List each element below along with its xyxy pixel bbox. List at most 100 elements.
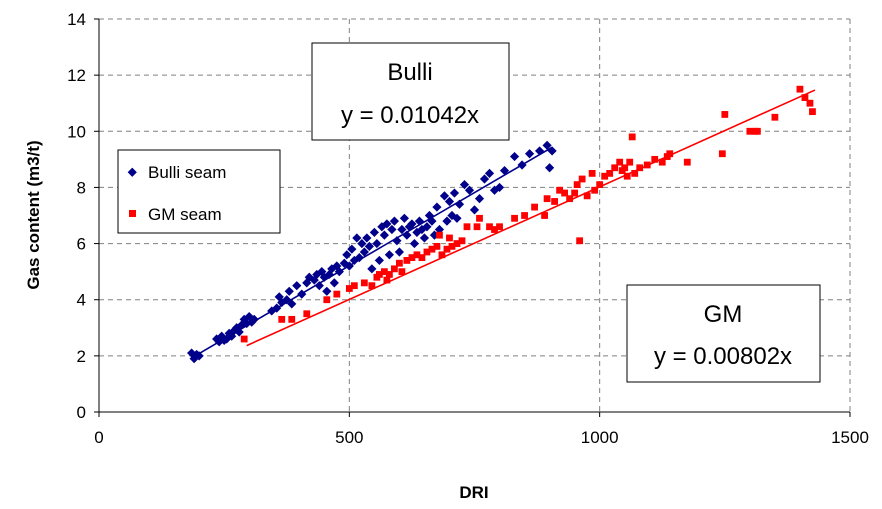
point-bulli-seam: [414, 216, 425, 226]
point-gm-seam: [448, 242, 456, 250]
point-bulli-seam: [524, 149, 535, 159]
point-bulli-seam: [392, 236, 402, 246]
point-bulli-seam: [499, 165, 510, 176]
trendline-gm-seam: [246, 89, 816, 347]
point-bulli-seam: [384, 250, 394, 260]
point-gm-seam: [623, 172, 631, 180]
point-gm-seam: [658, 158, 666, 166]
y-tick-label: 2: [77, 347, 86, 366]
point-bulli-seam: [447, 210, 457, 221]
point-bulli-seam: [249, 314, 259, 324]
x-tick-label: 1500: [831, 428, 869, 447]
point-gm-seam: [350, 282, 358, 290]
point-gm-seam: [543, 195, 551, 203]
point-bulli-seam: [402, 230, 412, 240]
point-bulli-seam: [374, 255, 384, 266]
point-gm-seam: [496, 223, 503, 231]
point-gm-seam: [443, 245, 451, 253]
point-bulli-seam: [542, 140, 552, 150]
point-bulli-seam: [312, 269, 322, 280]
point-bulli-seam: [394, 247, 404, 257]
point-gm-seam: [396, 259, 403, 267]
point-gm-seam: [651, 155, 659, 163]
point-gm-seam: [601, 172, 609, 180]
point-bulli-seam: [344, 261, 354, 271]
point-bulli-seam: [324, 269, 334, 280]
point-bulli-seam: [214, 337, 224, 347]
point-gm-seam: [511, 214, 518, 222]
point-bulli-seam: [242, 318, 252, 329]
point-gm-seam: [566, 195, 574, 203]
point-bulli-seam: [239, 314, 249, 324]
point-bulli-seam: [444, 196, 455, 207]
point-gm-seam: [746, 127, 754, 135]
data-points: [187, 85, 816, 364]
point-bulli-seam: [382, 219, 392, 229]
point-gm-seam: [631, 169, 639, 177]
x-tick-label: 1000: [581, 428, 619, 447]
point-bulli-seam: [439, 191, 450, 201]
point-gm-seam: [583, 192, 591, 200]
point-gm-seam: [360, 279, 368, 287]
point-gm-seam: [458, 237, 466, 245]
point-bulli-seam: [484, 168, 495, 178]
point-gm-seam: [486, 223, 493, 231]
point-bulli-seam: [284, 286, 294, 296]
point-bulli-seam: [309, 275, 319, 285]
point-bulli-seam: [545, 163, 555, 173]
point-gm-seam: [578, 175, 586, 183]
point-bulli-seam: [292, 281, 302, 291]
point-bulli-seam: [229, 325, 239, 336]
point-gm-seam: [626, 158, 634, 166]
point-gm-seam: [611, 164, 619, 172]
point-bulli-seam: [359, 247, 369, 257]
point-gm-seam: [303, 310, 311, 318]
point-gm-seam: [463, 223, 471, 231]
point-bulli-seam: [347, 244, 357, 254]
point-gm-seam: [636, 164, 644, 172]
point-gm-seam: [418, 254, 426, 262]
point-bulli-seam: [464, 185, 475, 195]
point-gm-seam: [571, 189, 579, 197]
point-gm-seam: [403, 257, 411, 264]
point-gm-seam: [380, 268, 388, 276]
point-gm-seam: [561, 189, 569, 197]
point-gm-seam: [408, 254, 416, 262]
point-gm-seam: [588, 169, 596, 177]
y-tick-label: 6: [77, 235, 86, 254]
point-gm-seam: [491, 226, 498, 233]
point-bulli-seam: [317, 267, 327, 277]
point-bulli-seam: [314, 281, 324, 291]
point-gm-seam: [423, 248, 431, 256]
point-gm-seam: [240, 335, 248, 343]
point-gm-seam: [323, 296, 331, 304]
point-gm-seam: [541, 212, 548, 219]
point-bulli-seam: [287, 299, 297, 309]
point-bulli-seam: [297, 289, 307, 299]
point-bulli-seam: [452, 213, 462, 223]
y-tick-label: 12: [67, 66, 86, 85]
point-gm-seam: [438, 251, 446, 259]
x-axis-title: DRI: [459, 483, 488, 502]
gm-annotation-title: GM: [704, 301, 743, 328]
point-bulli-seam: [244, 311, 254, 322]
point-bulli-seam: [427, 216, 437, 226]
legend-marker-bulli-seam: [127, 167, 137, 177]
point-gm-seam: [753, 127, 761, 135]
point-gm-seam: [718, 150, 726, 158]
point-gm-seam: [683, 158, 691, 166]
point-bulli-seam: [387, 224, 397, 235]
point-bulli-seam: [399, 213, 410, 223]
bulli-annotation-title: Bulli: [387, 59, 432, 86]
point-bulli-seam: [357, 238, 367, 249]
point-gm-seam: [383, 276, 391, 284]
point-bulli-seam: [372, 238, 382, 249]
axes: [94, 18, 851, 417]
gm-annotation-equation: y = 0.00802x: [654, 343, 792, 370]
point-gm-seam: [413, 251, 421, 259]
x-tick-label: 500: [335, 428, 363, 447]
point-gm-seam: [576, 237, 584, 245]
point-gm-seam: [333, 290, 341, 298]
point-gm-seam: [721, 111, 729, 118]
